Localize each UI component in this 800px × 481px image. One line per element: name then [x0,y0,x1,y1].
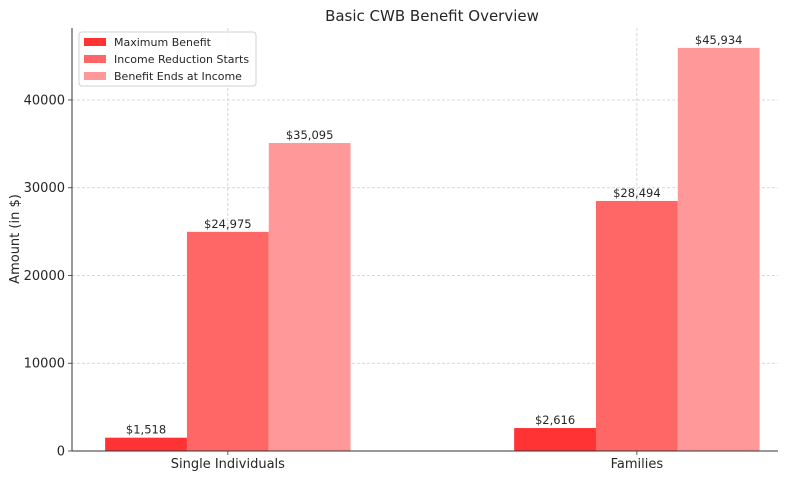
y-tick-label: 30000 [24,181,65,196]
data-label: $28,494 [613,186,661,200]
bar [514,428,596,451]
bar [105,437,187,451]
x-tick-label: Single Individuals [171,457,285,472]
bar [677,47,760,452]
y-tick-label: 40000 [24,93,65,108]
data-label: $35,095 [286,128,334,142]
legend-entry: Income Reduction Starts [114,53,249,66]
legend-swatch [84,38,106,46]
data-label: $1,518 [126,423,166,437]
legend-box [78,31,257,87]
bar [268,143,351,451]
legend-entry: Benefit Ends at Income [114,70,242,83]
data-label: $2,616 [535,413,575,427]
y-tick-label: 10000 [24,357,65,372]
chart-title: Basic CWB Benefit Overview [325,7,539,25]
bar [595,200,678,451]
y-tick-label: 0 [57,445,65,460]
legend-entry: Maximum Benefit [114,36,212,49]
y-tick-label: 20000 [24,269,65,284]
legend-swatch [84,55,106,63]
legend-swatch [84,72,106,80]
x-tick-label: Families [611,457,664,472]
data-label: $45,934 [695,33,743,47]
data-label: $24,975 [204,217,252,231]
bar [186,231,269,451]
y-axis-label: Amount (in $) [8,194,23,284]
